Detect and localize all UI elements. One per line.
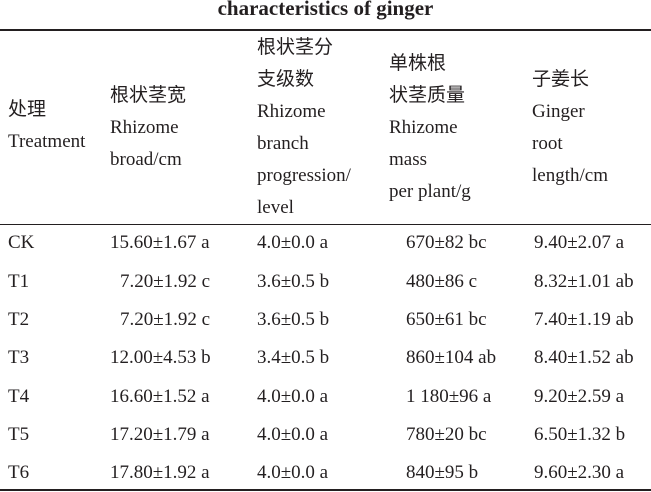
table-cell: 780±20 bc [406, 424, 487, 445]
table-cell: 8.40±1.52 ab [534, 347, 634, 368]
table-cell: T6 [8, 462, 30, 483]
bottom-rule [0, 489, 651, 491]
top-rule [0, 29, 651, 31]
table-cell: T5 [8, 424, 30, 445]
header-cell: 根状茎宽 [110, 85, 187, 106]
table-cell: T2 [8, 309, 30, 330]
table-cell: 9.20±2.59 a [534, 386, 625, 407]
table-cell: CK [8, 232, 35, 253]
table-cell: 4.0±0.0 a [257, 232, 329, 253]
table-cell: 7.40±1.19 ab [534, 309, 634, 330]
header-cell: root [532, 133, 563, 154]
header-cell: broad/cm [110, 149, 182, 170]
header-cell: 支级数 [257, 69, 315, 90]
header-cell: branch [257, 133, 309, 154]
header-cell: mass [389, 149, 427, 170]
table-cell: 16.60±1.52 a [110, 386, 210, 407]
table-cell: 670±82 bc [406, 232, 487, 253]
table-cell: 3.6±0.5 b [257, 271, 330, 292]
table-cell: 9.60±2.30 a [534, 462, 625, 483]
header-cell: Ginger [532, 101, 585, 122]
header-cell: 子姜长 [532, 69, 590, 90]
table-cell: 6.50±1.32 b [534, 424, 626, 445]
header-cell: 单株根 [389, 53, 447, 74]
header-cell: 根状茎分 [257, 37, 334, 58]
header-cell: 状茎质量 [389, 85, 466, 106]
table-cell: T1 [8, 271, 30, 292]
header-cell: per plant/g [389, 181, 471, 202]
table-cell: T4 [8, 386, 30, 407]
table-title: characteristics of ginger [217, 0, 434, 20]
header-cell: Treatment [8, 131, 86, 152]
table-cell: 12.00±4.53 b [110, 347, 211, 368]
table-cell: 15.60±1.67 a [110, 232, 210, 253]
table-cell: T3 [8, 347, 30, 368]
header-rule [0, 224, 651, 225]
table-cell: 7.20±1.92 c [120, 309, 211, 330]
table-cell: 3.4±0.5 b [257, 347, 330, 368]
header-cell: Rhizome [110, 117, 179, 138]
table-cell: 650±61 bc [406, 309, 487, 330]
header-cell: 处理 [8, 99, 47, 120]
table-cell: 4.0±0.0 a [257, 462, 329, 483]
table-cell: 9.40±2.07 a [534, 232, 625, 253]
header-cell: Rhizome [257, 101, 326, 122]
table-cell: 8.32±1.01 ab [534, 271, 634, 292]
header-cell: level [257, 197, 294, 218]
table-cell: 4.0±0.0 a [257, 386, 329, 407]
header-cell: progression/ [257, 165, 351, 186]
table-cell: 860±104 ab [406, 347, 497, 368]
header-cell: length/cm [532, 165, 608, 186]
table-cell: 840±95 b [406, 462, 479, 483]
header-cell: Rhizome [389, 117, 458, 138]
table-cell: 17.80±1.92 a [110, 462, 210, 483]
table-cell: 480±86 c [406, 271, 478, 292]
table-cell: 17.20±1.79 a [110, 424, 210, 445]
table-cell: 1 180±96 a [406, 386, 492, 407]
table-cell: 3.6±0.5 b [257, 309, 330, 330]
table-cell: 7.20±1.92 c [120, 271, 211, 292]
table-cell: 4.0±0.0 a [257, 424, 329, 445]
